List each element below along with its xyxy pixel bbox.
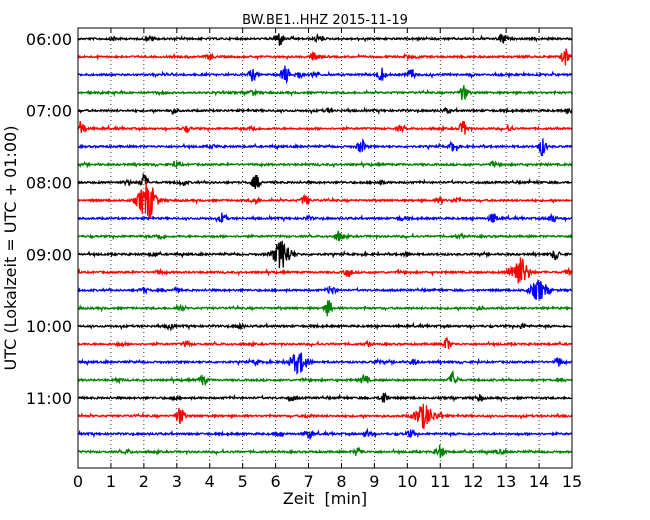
- trace-0830: [77, 212, 573, 224]
- trace-0945: [77, 300, 573, 317]
- trace-0615: [77, 48, 573, 66]
- y-axis-label: UTC (Lokalzeit = UTC + 01:00): [1, 126, 20, 371]
- x-tick-label-13: 13: [496, 472, 516, 491]
- trace-0800: [77, 172, 573, 190]
- trace-0745: [77, 159, 573, 169]
- y-tick-label-3: 09:00: [26, 245, 72, 264]
- x-tick-label-10: 10: [397, 472, 417, 491]
- trace-0645: [77, 85, 573, 101]
- plot-frame: [77, 27, 573, 469]
- x-tick-label-3: 3: [172, 472, 182, 491]
- x-tick-label-12: 12: [463, 472, 483, 491]
- x-tick-label-7: 7: [303, 472, 313, 491]
- grid-lines: [110, 28, 540, 468]
- trace-0630: [77, 65, 573, 85]
- trace-0815: [77, 181, 573, 219]
- trace-1015: [77, 336, 573, 350]
- trace-0715: [77, 120, 573, 135]
- y-tick-label-0: 06:00: [26, 30, 72, 49]
- x-tick-label-2: 2: [139, 472, 149, 491]
- x-axis-ticks: 0 1 2 3 4 5 6 7 8 9 10 11 12 13 14 15: [73, 28, 582, 491]
- trace-0930: [77, 278, 573, 300]
- x-axis-label: Zeit [min]: [283, 489, 367, 508]
- y-axis-ticks: 06:00 07:00 08:00 09:00 10:00 11:00: [26, 30, 83, 408]
- x-tick-label-1: 1: [106, 472, 116, 491]
- trace-0700: [77, 106, 573, 116]
- y-tick-label-4: 10:00: [26, 317, 72, 336]
- seismic-traces: [77, 32, 573, 459]
- trace-1100: [77, 391, 573, 403]
- trace-0600: [77, 32, 573, 46]
- trace-1000: [77, 321, 573, 332]
- trace-1145: [77, 444, 573, 459]
- trace-0900: [77, 240, 573, 269]
- trace-1045: [77, 370, 573, 387]
- x-tick-label-15: 15: [562, 472, 582, 491]
- y-tick-label-5: 11:00: [26, 389, 72, 408]
- trace-0845: [77, 230, 573, 242]
- x-tick-label-14: 14: [529, 472, 549, 491]
- chart-title: BW.BE1..HHZ 2015-11-19: [242, 13, 408, 28]
- y-tick-label-1: 07:00: [26, 102, 72, 121]
- trace-0915: [77, 257, 572, 284]
- x-tick-label-9: 9: [369, 472, 379, 491]
- x-tick-label-6: 6: [271, 472, 281, 491]
- x-tick-label-8: 8: [336, 472, 346, 491]
- x-tick-label-0: 0: [73, 472, 83, 491]
- x-tick-label-4: 4: [205, 472, 215, 491]
- trace-1115: [77, 403, 573, 430]
- trace-0730: [77, 137, 573, 157]
- trace-1030: [77, 352, 573, 376]
- trace-1130: [77, 427, 573, 441]
- x-tick-label-11: 11: [430, 472, 450, 491]
- y-tick-label-2: 08:00: [26, 173, 72, 192]
- x-tick-label-5: 5: [238, 472, 248, 491]
